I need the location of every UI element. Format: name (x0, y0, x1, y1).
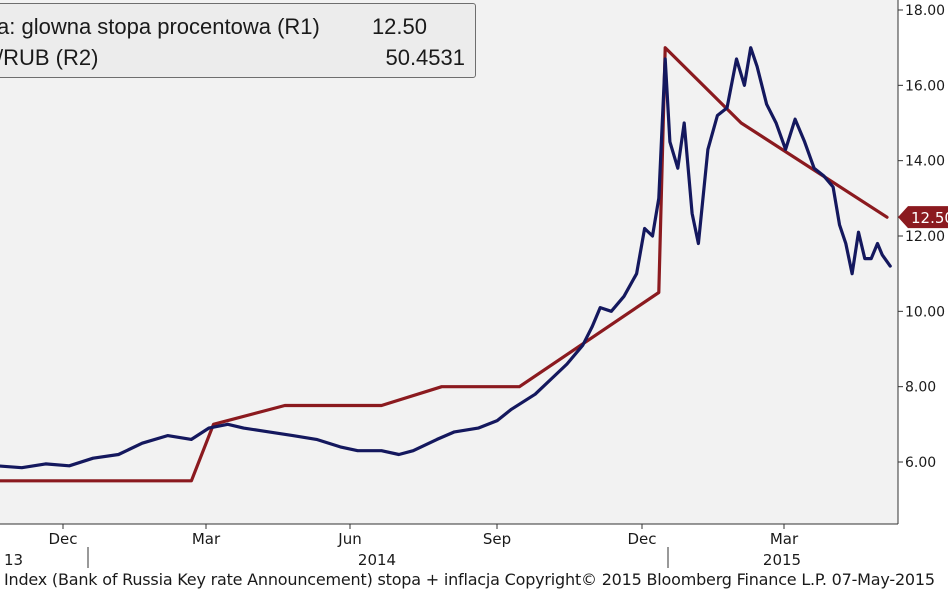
x-tick-label: Sep (483, 530, 511, 548)
series-line-rub (0, 46, 892, 470)
legend-rub-value: 50.4531 (385, 45, 465, 70)
legend-rate-value: 12.50 (371, 14, 427, 39)
x-tick-label: Dec (627, 530, 656, 548)
y-tick-label: 6.00 (905, 455, 936, 471)
x-year-label: 2015 (763, 551, 801, 569)
last-value-badge-label: 12.50 (911, 209, 948, 227)
y-tick-label: 8.00 (905, 380, 936, 396)
legend-rate-label: a: glowna stopa procentowa (R1) (0, 14, 320, 39)
legend-rub-label: /RUB (R2) (0, 45, 99, 70)
last-value-badge (898, 206, 948, 229)
footer-source: Index (Bank of Russia Key rate Announcem… (4, 570, 935, 589)
x-tick-label: Dec (48, 530, 77, 548)
x-tick-label: Mar (770, 530, 799, 548)
x-year-label: 2014 (358, 551, 396, 569)
series-line-rate (0, 46, 889, 483)
x-tick-label: Mar (192, 530, 221, 548)
x-year-label: 13 (4, 551, 23, 569)
y-tick-label: 10.00 (905, 304, 945, 320)
legend: a: glowna stopa procentowa (R1) 12.50 /R… (0, 3, 476, 78)
y-tick-label: 12.00 (905, 229, 945, 245)
y-tick-label: 14.00 (905, 154, 945, 170)
x-tick-label: Jun (337, 530, 361, 548)
plot-background (0, 0, 898, 524)
y-tick-label: 18.00 (905, 3, 945, 19)
y-tick-label: 16.00 (905, 78, 945, 94)
